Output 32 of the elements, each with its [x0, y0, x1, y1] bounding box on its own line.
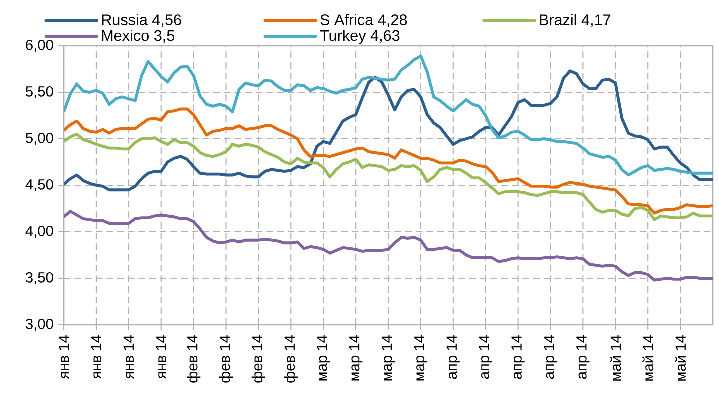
legend-label: Russia 4,56	[102, 14, 182, 28]
x-tick-label: мар 14	[349, 335, 363, 381]
y-tick-label: 5,50	[26, 86, 54, 99]
x-tick-label: мар 14	[317, 335, 330, 381]
x-tick-label: апр 14	[479, 335, 492, 380]
x-tick-label: май 14	[675, 335, 686, 381]
x-tick-label: апр 14	[446, 335, 460, 380]
x-tick-label: янв 14	[58, 335, 70, 380]
y-tick-label: 3,50	[26, 272, 54, 285]
legend-label: Brazil 4,17	[540, 14, 611, 28]
x-tick-label: мар 14	[382, 335, 396, 381]
y-tick-label: 4,50	[26, 179, 54, 192]
x-tick-label: фев 14	[284, 335, 298, 383]
legend-label: Turkey 4,63	[320, 30, 400, 44]
y-tick-label: 5,00	[26, 132, 54, 146]
x-tick-label: фев 14	[219, 335, 234, 383]
x-tick-label: апр 14	[512, 335, 525, 380]
legend-label: S Africa 4,28	[320, 14, 408, 28]
x-tick-label: апр 14	[544, 335, 558, 380]
x-tick-label: янв 14	[91, 335, 102, 380]
y-tick-label: 3,00	[26, 318, 54, 332]
x-tick-label: мар 14	[414, 335, 428, 381]
x-tick-label: янв 14	[124, 335, 134, 380]
x-tick-label: фев 14	[186, 335, 201, 383]
x-tick-label: янв 14	[156, 335, 166, 380]
legend-label: Mexico 3,5	[102, 30, 175, 44]
y-tick-label: 4,00	[26, 226, 54, 238]
x-tick-label: май 14	[642, 335, 654, 381]
x-tick-label: апр 14	[576, 335, 590, 380]
x-tick-label: май 14	[610, 335, 622, 381]
y-tick-label: 6,00	[26, 40, 54, 52]
x-tick-label: фев 14	[252, 335, 266, 383]
